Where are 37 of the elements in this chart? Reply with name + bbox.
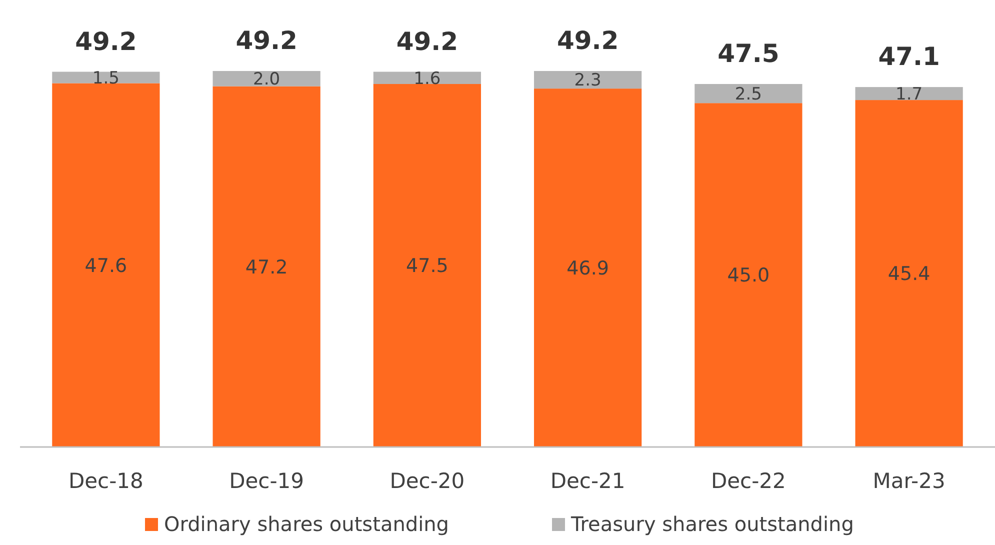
x-tick-label: Dec-18 <box>68 469 144 493</box>
bar <box>373 84 481 447</box>
data-label: 2.0 <box>253 70 280 90</box>
bar <box>694 84 802 104</box>
data-label: 2.3 <box>574 70 602 91</box>
bar <box>534 71 642 89</box>
total-label: 49.2 <box>396 26 458 56</box>
bar <box>855 87 963 100</box>
legend-label: Treasury shares outstanding <box>570 512 854 536</box>
total-label: 47.5 <box>718 38 780 68</box>
total-label: 49.2 <box>75 26 137 56</box>
total-label: 49.2 <box>556 26 619 55</box>
data-label: 47.2 <box>245 256 288 278</box>
bar <box>212 86 320 447</box>
data-label: 47.6 <box>84 254 128 277</box>
data-label: 2.5 <box>734 84 762 104</box>
data-label: 45.4 <box>888 263 930 286</box>
x-tick-label: Dec-20 <box>390 469 465 493</box>
total-label: 49.2 <box>236 26 298 55</box>
data-label: 46.9 <box>566 257 609 280</box>
bar <box>534 88 642 447</box>
x-tick-label: Dec-19 <box>229 469 304 493</box>
x-tick-label: Dec-22 <box>710 469 786 493</box>
bar <box>212 71 320 86</box>
data-label: 1.6 <box>414 68 441 89</box>
data-label: 47.5 <box>406 255 448 278</box>
bar <box>52 83 160 447</box>
data-label: 1.5 <box>92 68 120 88</box>
total-label: 47.1 <box>878 42 940 72</box>
x-tick-label: Dec-21 <box>550 469 626 493</box>
bar <box>694 103 802 447</box>
legend-label: Ordinary shares outstanding <box>164 512 449 536</box>
bar <box>373 72 481 84</box>
x-tick-label: Mar-23 <box>872 469 946 493</box>
data-label: 45.0 <box>727 264 770 287</box>
data-label: 1.7 <box>896 84 923 104</box>
bar <box>855 100 963 447</box>
